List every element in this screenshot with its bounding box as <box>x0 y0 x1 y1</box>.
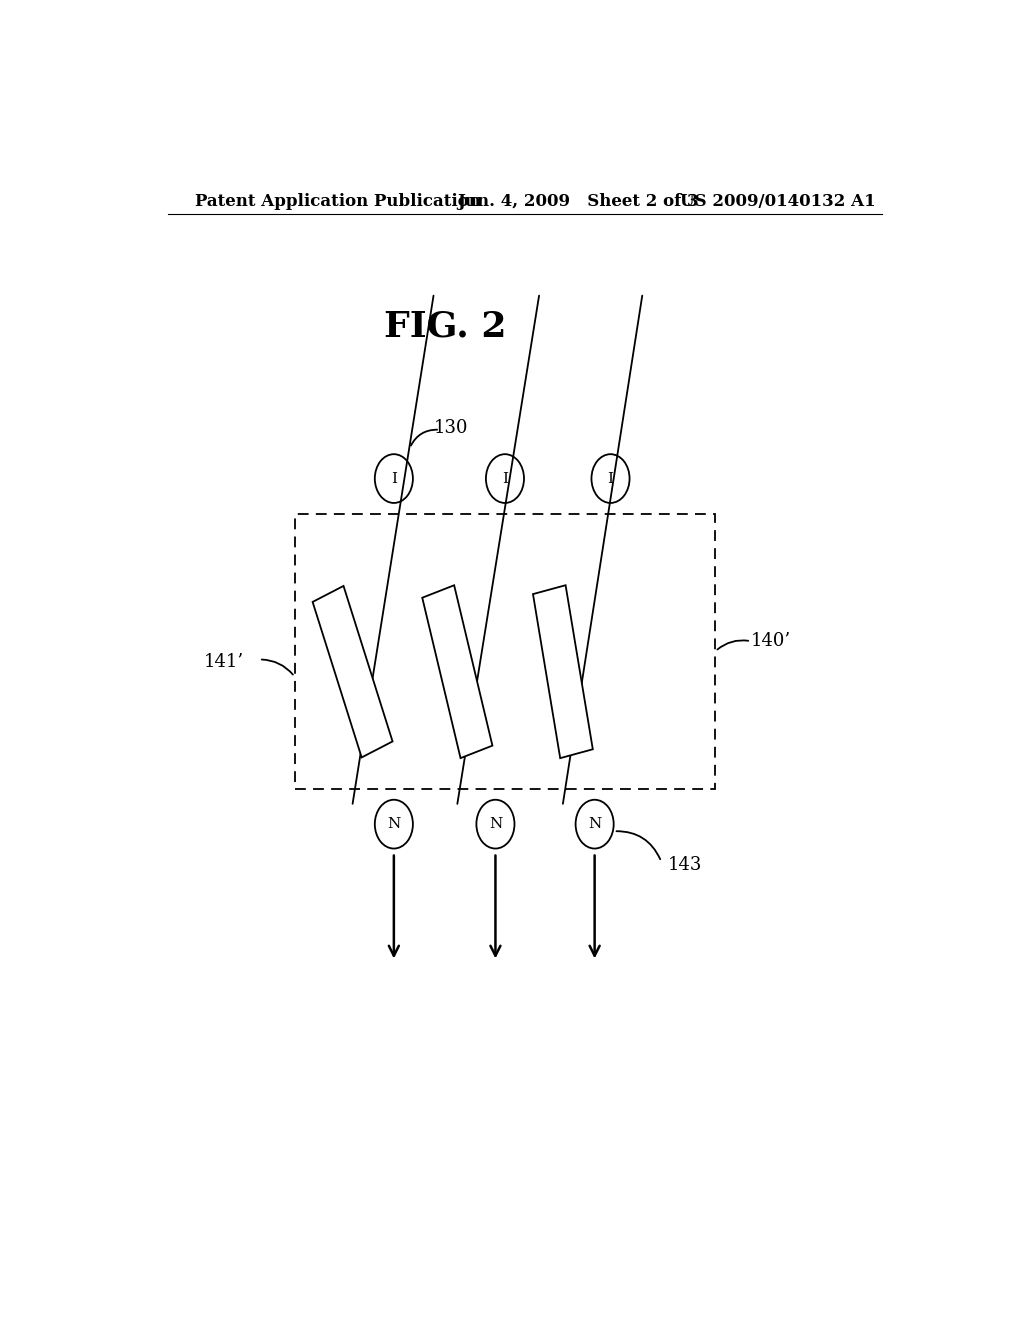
Text: FIG. 2: FIG. 2 <box>384 309 507 343</box>
Bar <box>295 513 716 788</box>
Text: 141’: 141’ <box>204 652 244 671</box>
Text: US 2009/0140132 A1: US 2009/0140132 A1 <box>680 193 876 210</box>
Text: Patent Application Publication: Patent Application Publication <box>196 193 481 210</box>
Text: N: N <box>488 817 502 832</box>
Text: I: I <box>607 471 613 486</box>
Polygon shape <box>312 586 392 758</box>
Text: 130: 130 <box>433 418 468 437</box>
Polygon shape <box>532 585 593 758</box>
Text: I: I <box>502 471 508 486</box>
Text: N: N <box>387 817 400 832</box>
Text: N: N <box>588 817 601 832</box>
Polygon shape <box>422 585 493 758</box>
Text: Jun. 4, 2009   Sheet 2 of 3: Jun. 4, 2009 Sheet 2 of 3 <box>458 193 699 210</box>
Text: 143: 143 <box>668 855 702 874</box>
Text: I: I <box>391 471 397 486</box>
Text: 140’: 140’ <box>751 632 792 651</box>
